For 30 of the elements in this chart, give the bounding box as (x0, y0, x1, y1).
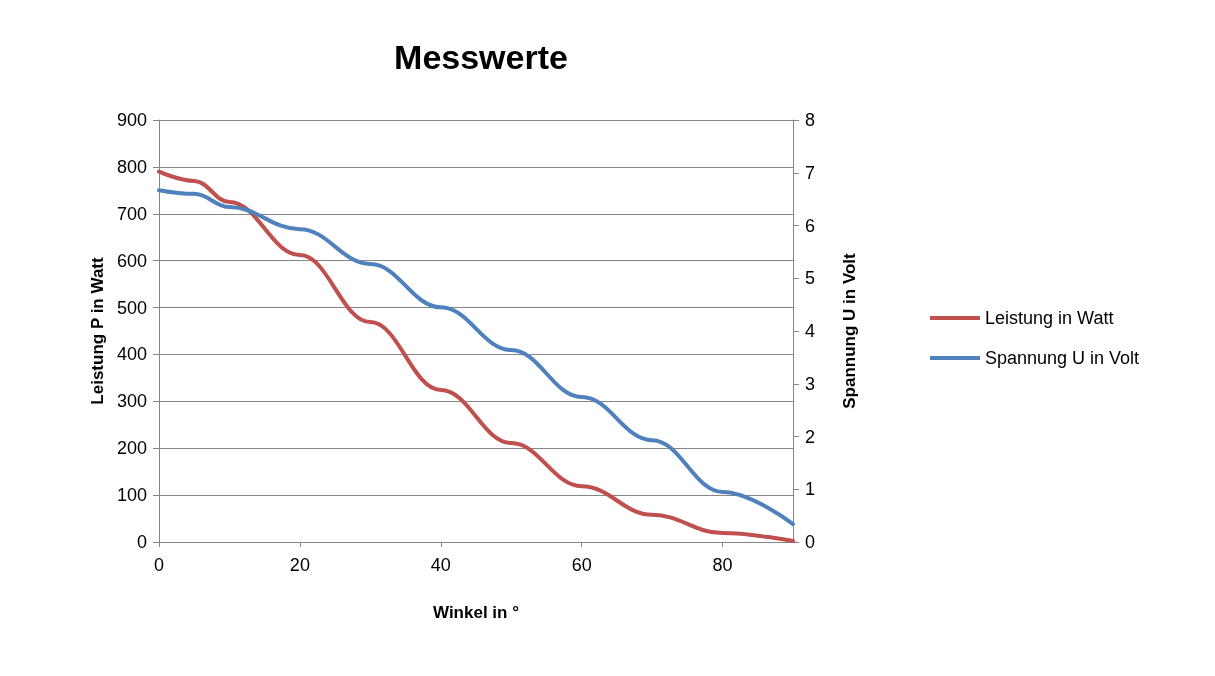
y-tick-label: 700 (116, 203, 147, 224)
y-axis-title: Leistung P in Watt (88, 257, 108, 405)
legend-label: Leistung in Watt (985, 308, 1114, 328)
chart-title: Messwerte (394, 38, 568, 76)
x-tick-label: 40 (430, 555, 451, 575)
y-tick-label: 100 (116, 485, 147, 506)
y2-tick-label: 6 (805, 215, 816, 236)
y2-tick-label: 5 (805, 268, 816, 289)
y-tick-label: 500 (116, 297, 147, 318)
y2-tick-label: 2 (805, 426, 816, 447)
y2-tick-label: 8 (805, 110, 816, 130)
y2-tick-label: 0 (805, 532, 816, 552)
x-tick-label: 60 (571, 555, 592, 575)
y-tick-label: 800 (116, 156, 147, 177)
x-axis-title: Winkel in ° (433, 603, 520, 622)
y-tick-label: 200 (116, 438, 147, 459)
y2-tick-label: 1 (805, 479, 816, 500)
y2-axis-title: Spannung U in Volt (840, 252, 859, 409)
legend-label: Spannung U in Volt (985, 348, 1140, 368)
y-tick-label: 400 (116, 344, 147, 365)
y-tick-label: 300 (116, 391, 147, 412)
y-tick-label: 600 (116, 250, 147, 271)
x-tick-label: 80 (712, 555, 733, 575)
y-tick-label: 900 (116, 110, 147, 130)
y2-tick-label: 4 (805, 321, 816, 341)
y2-tick-label: 7 (805, 162, 816, 183)
y-tick-label: 0 (136, 532, 147, 552)
y2-tick-label: 3 (805, 373, 816, 394)
x-tick-label: 0 (153, 555, 165, 575)
x-tick-label: 20 (289, 555, 310, 575)
